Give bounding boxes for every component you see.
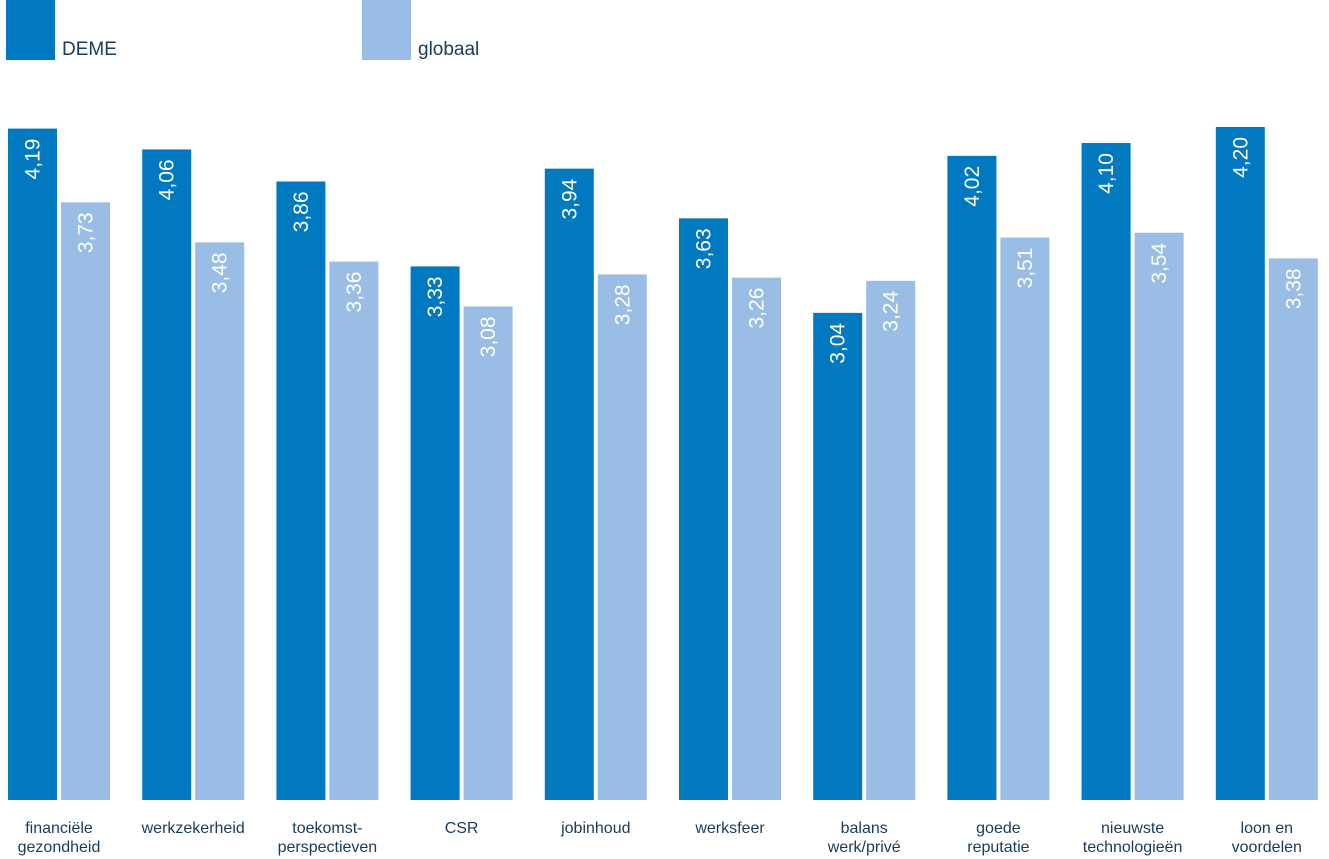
category-label-line: gezondheid: [18, 839, 101, 856]
category-label-line: technologieën: [1083, 839, 1183, 856]
value-label-0-5: 3,63: [693, 228, 716, 269]
category-label-line: financiële: [25, 820, 93, 837]
bar-0-5: [679, 218, 728, 801]
bar-1-9: [1268, 258, 1318, 800]
bar-0-2: [276, 181, 326, 800]
value-label-1-4: 3,28: [611, 284, 634, 325]
category-label-line: reputatie: [967, 839, 1029, 856]
bar-1-0: [61, 202, 110, 801]
bar-1-2: [329, 261, 379, 801]
value-label-0-0: 4,19: [22, 139, 45, 180]
value-label-1-1: 3,48: [209, 252, 232, 293]
category-label-line: jobinhoud: [560, 820, 630, 837]
bar-1-5: [732, 277, 781, 801]
bar-1-7: [1000, 237, 1050, 801]
value-label-1-6: 3,24: [880, 291, 903, 332]
bar-0-8: [1081, 143, 1131, 800]
category-label-4: jobinhoud: [560, 820, 630, 837]
category-label-1: werkzekerheid: [141, 820, 245, 837]
value-label-0-2: 3,86: [290, 191, 313, 232]
category-label-5: werksfeer: [694, 820, 765, 837]
category-label-3: CSR: [445, 820, 479, 837]
category-label-2: toekomst-perspectieven: [278, 820, 378, 856]
value-labels: 4,19 3,73 4,06 3,48 3,86 3,36 3,33 3,08 3,94 3,28…: [22, 137, 1306, 364]
bars: [8, 127, 1318, 801]
bar-1-8: [1134, 232, 1184, 800]
bar-0-1: [142, 149, 192, 800]
bar-0-4: [544, 168, 594, 800]
bar-0-6: [813, 312, 863, 800]
value-label-1-7: 3,51: [1014, 248, 1037, 289]
value-label-0-1: 4,06: [156, 159, 179, 200]
value-label-1-9: 3,38: [1282, 268, 1305, 309]
legend-swatch-0: [6, 0, 55, 60]
category-label-7: goede reputatie: [967, 820, 1029, 856]
bar-0-9: [1215, 127, 1265, 800]
category-label-line: nieuwste: [1101, 820, 1164, 837]
category-label-line: perspectieven: [278, 839, 378, 856]
value-label-1-2: 3,36: [343, 272, 366, 313]
category-label-line: toekomst-: [292, 820, 362, 837]
category-label-line: CSR: [445, 820, 479, 837]
bar-0-0: [8, 128, 57, 800]
category-label-6: balans werk/privé: [827, 820, 901, 856]
bar-0-3: [410, 266, 460, 801]
category-label-line: balans: [841, 820, 888, 837]
legend: DEME globaal: [6, 0, 479, 60]
value-label-0-6: 3,04: [827, 323, 850, 364]
category-label-line: werksfeer: [694, 820, 765, 837]
value-label-1-8: 3,54: [1148, 242, 1171, 283]
category-label-line: werkzekerheid: [141, 820, 245, 837]
category-label-9: loon en voordelen: [1232, 820, 1302, 856]
bar-1-1: [195, 242, 245, 800]
value-label-1-5: 3,26: [746, 288, 769, 329]
value-label-0-8: 4,10: [1095, 153, 1118, 194]
category-label-line: loon en: [1241, 820, 1294, 837]
category-label-line: voordelen: [1232, 839, 1302, 856]
legend-swatch-1: [362, 0, 411, 60]
value-label-1-3: 3,08: [477, 316, 500, 357]
bar-0-7: [947, 155, 997, 801]
bar-1-4: [597, 274, 647, 800]
category-label-line: goede: [976, 820, 1021, 837]
value-label-1-0: 3,73: [75, 212, 98, 253]
value-label-0-7: 4,02: [961, 166, 984, 207]
category-label-0: financiële gezondheid: [18, 820, 101, 856]
bar-1-6: [866, 280, 916, 800]
value-label-0-4: 3,94: [558, 178, 581, 219]
value-label-0-9: 4,20: [1229, 137, 1252, 178]
legend-label-1: globaal: [418, 39, 479, 60]
category-label-8: nieuwste technologieën: [1083, 820, 1183, 856]
value-label-0-3: 3,33: [424, 276, 447, 317]
bar-1-3: [463, 306, 513, 800]
legend-label-0: DEME: [62, 39, 117, 60]
category-labels: financiële gezondheid werkzekerheid toekoms…: [18, 820, 1302, 856]
category-label-line: werk/privé: [827, 839, 901, 856]
